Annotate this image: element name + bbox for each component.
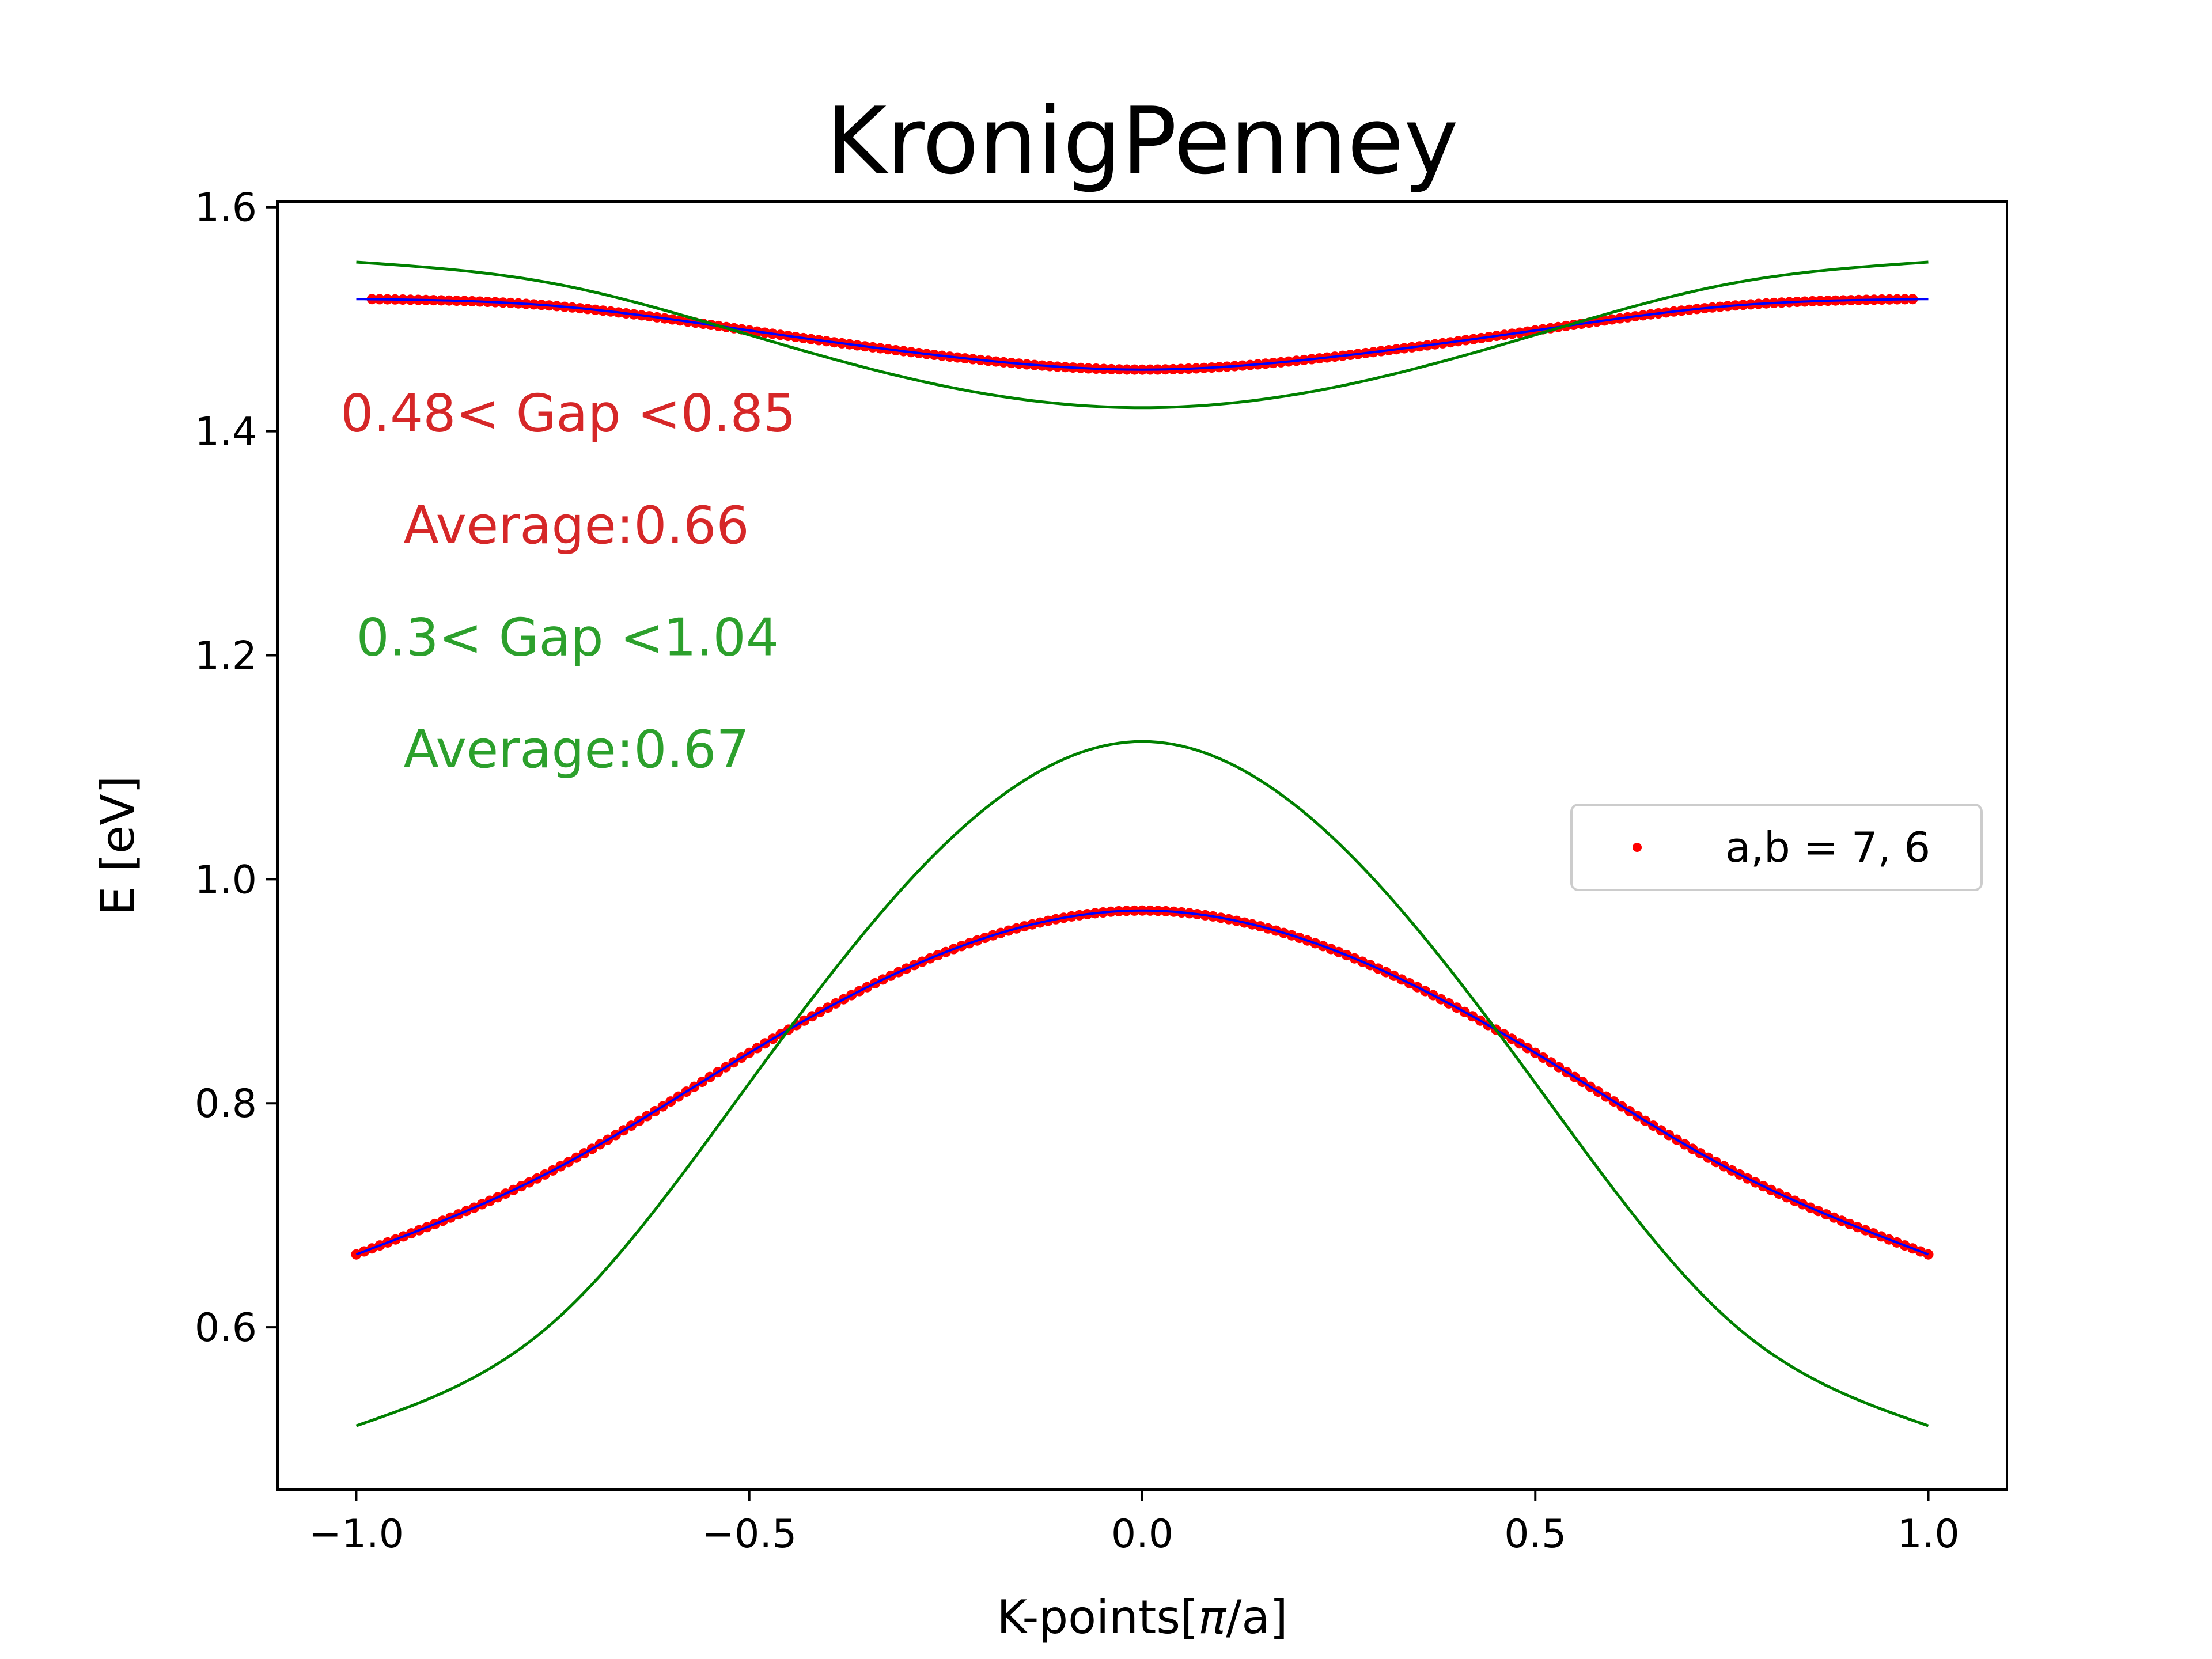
x-tick-label: 0.5 — [1504, 1512, 1566, 1557]
series-1-line — [355, 298, 1929, 1256]
y-tick-label: 1.0 — [195, 857, 257, 903]
legend-box — [1570, 804, 1983, 891]
plot-area: 0.48< Gap <0.85 Average:0.66 0.3< Gap <1.0… — [276, 200, 2008, 1491]
x-tick-label: −1.0 — [309, 1512, 404, 1557]
series-2-band-1-line — [356, 260, 1929, 410]
y-tick-label: 0.6 — [195, 1305, 257, 1351]
x-axis-label-tail: /a] — [1226, 1590, 1287, 1644]
x-tick-label: 0.0 — [1111, 1512, 1173, 1557]
gap-annotation: 0.3< Gap <1.04 — [356, 607, 779, 668]
x-axis-label-symbol: π — [1198, 1590, 1227, 1644]
y-tick-label: 1.4 — [195, 410, 257, 455]
series-2-line — [355, 260, 1929, 1427]
y-tick-label: 1.6 — [195, 185, 257, 231]
gap-annotation: 0.48< Gap <0.85 — [340, 384, 796, 444]
series-2-band-0-line — [355, 740, 1929, 1427]
gap-annotation: Average:0.67 — [403, 719, 749, 780]
annotation-layer: 0.48< Gap <0.85 Average:0.66 0.3< Gap <1.0… — [340, 384, 796, 780]
legend: a,b = 7, 6 — [1570, 804, 1983, 891]
x-axis-label-main: K-points[ — [997, 1590, 1198, 1644]
series-layer — [351, 260, 1934, 1427]
legend-entry-label: a,b = 7, 6 — [1725, 823, 1930, 872]
legend-marker — [1633, 843, 1642, 852]
series-1-band-0-line — [355, 909, 1929, 1256]
y-tick-label: 0.8 — [195, 1081, 257, 1127]
y-tick-label: 1.2 — [195, 633, 257, 679]
x-tick-label: 1.0 — [1897, 1512, 1959, 1557]
y-axis-label: E [eV] — [91, 776, 145, 915]
y-axis: 0.6 0.8 1.0 1.2 1.4 1.6 — [195, 185, 278, 1351]
x-axis: −1.0 −0.5 0.0 0.5 1.0 — [309, 1490, 1960, 1557]
gap-annotation: Average:0.66 — [403, 495, 749, 556]
chart-title: KronigPenney — [826, 87, 1459, 195]
x-tick-label: −0.5 — [702, 1512, 797, 1557]
series-1-band-1-line — [356, 298, 1929, 371]
x-axis-label: K-points[π/a] — [997, 1590, 1287, 1644]
